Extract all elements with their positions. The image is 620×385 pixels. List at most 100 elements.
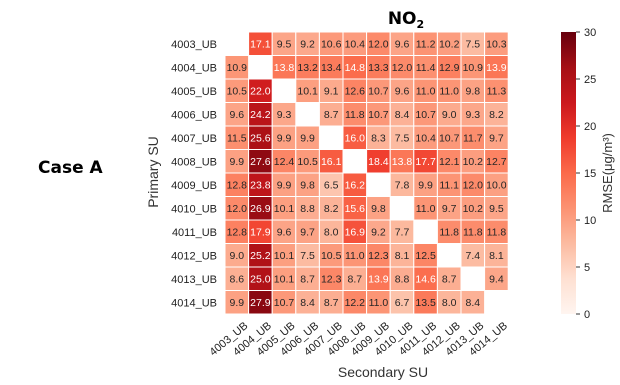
cell-value-label: 8.7 bbox=[442, 274, 457, 286]
cell-value-label: 9.8 bbox=[300, 180, 315, 192]
cell-value-label: 9.6 bbox=[229, 109, 244, 121]
cell-value-label: 8.4 bbox=[465, 297, 480, 309]
colorbar-tick-label: 20 bbox=[584, 121, 596, 133]
cell-value-label: 12.0 bbox=[227, 203, 248, 215]
case-label: Case A bbox=[38, 158, 103, 178]
cell-value-label: 6.7 bbox=[395, 297, 410, 309]
row-tick-label: 4013_UB bbox=[171, 274, 217, 286]
cell-value-label: 16.1 bbox=[321, 156, 342, 168]
cell-value-label: 10.0 bbox=[486, 180, 507, 192]
cell-value-label: 10.9 bbox=[463, 62, 484, 74]
cell-value-label: 10.3 bbox=[486, 39, 507, 51]
colorbar-ticks: 0 5 10 15 20 25 30 bbox=[576, 27, 596, 321]
cell-value-label: 8.6 bbox=[229, 274, 244, 286]
cell-value-label: 9.2 bbox=[300, 39, 315, 51]
cell-value-label: 11.8 bbox=[439, 227, 459, 239]
cell-value-label: 11.8 bbox=[487, 227, 507, 239]
cell-value-label: 9.1 bbox=[324, 86, 339, 98]
cell-value-label: 11.3 bbox=[487, 86, 507, 98]
cell-value-label: 9.5 bbox=[489, 203, 504, 215]
x-axis-label: Secondary SU bbox=[338, 364, 428, 380]
cell-value-label: 23.8 bbox=[250, 180, 271, 192]
cell-value-label: 9.9 bbox=[229, 297, 244, 309]
cell-value-label: 8.0 bbox=[442, 297, 457, 309]
cell-value-label: 12.6 bbox=[345, 86, 366, 98]
cell-value-label: 9.7 bbox=[300, 227, 315, 239]
cell-value-label: 9.9 bbox=[300, 133, 315, 145]
cell-value-label: 12.3 bbox=[321, 274, 342, 286]
cell-value-label: 11.0 bbox=[416, 86, 436, 98]
cell-value-label: 8.8 bbox=[395, 274, 410, 286]
cell-value-label: 13.8 bbox=[274, 62, 295, 74]
cell-value-label: 10.2 bbox=[463, 156, 484, 168]
cell-value-label: 8.7 bbox=[300, 274, 315, 286]
cell-value-label: 11.5 bbox=[227, 133, 247, 145]
cell-value-label: 12.8 bbox=[227, 180, 248, 192]
row-tick-label: 4008_UB bbox=[171, 156, 217, 168]
cell-value-label: 11.0 bbox=[369, 297, 389, 309]
cell-value-label: 18.4 bbox=[368, 156, 389, 168]
cell-value-label: 9.0 bbox=[229, 250, 244, 262]
cell-value-label: 11.1 bbox=[439, 180, 459, 192]
cell-value-label: 12.5 bbox=[415, 250, 436, 262]
column-tick-labels: 4003_UB4004_UB4005_UB4006_UB4007_UB4008_… bbox=[208, 320, 510, 359]
cell-value-label: 8.4 bbox=[395, 109, 410, 121]
cell-value-label: 10.7 bbox=[368, 86, 389, 98]
cell-value-label: 16.0 bbox=[345, 133, 366, 145]
cell-value-label: 12.2 bbox=[345, 297, 366, 309]
cell-value-label: 12.0 bbox=[392, 62, 413, 74]
cell-value-label: 10.1 bbox=[297, 86, 318, 98]
heatmap-cell bbox=[484, 266, 509, 291]
y-axis-label: Primary SU bbox=[145, 136, 161, 208]
cell-value-label: 10.7 bbox=[274, 297, 295, 309]
cell-value-label: 9.6 bbox=[395, 39, 410, 51]
cell-value-label: 16.9 bbox=[345, 227, 366, 239]
row-tick-label: 4010_UB bbox=[171, 203, 217, 215]
cell-value-label: 17.9 bbox=[250, 227, 271, 239]
cell-value-label: 10.5 bbox=[227, 86, 248, 98]
cell-value-label: 10.7 bbox=[439, 133, 460, 145]
cell-value-label: 7.4 bbox=[465, 250, 480, 262]
heatmap-cell bbox=[460, 290, 486, 315]
cell-value-label: 17.7 bbox=[415, 156, 436, 168]
row-tick-label: 4014_UB bbox=[171, 297, 217, 309]
heatmap-cells: 17.1 9.5 9.2 10.6 10.4 12.0 9.6 11.2 10.2 7.5 10.3… bbox=[224, 31, 509, 315]
cell-value-label: 10.7 bbox=[368, 109, 389, 121]
cell-value-label: 9.6 bbox=[277, 227, 292, 239]
cell-value-label: 16.2 bbox=[345, 180, 366, 192]
row-tick-label: 4007_UB bbox=[171, 133, 217, 145]
cell-value-label: 10.1 bbox=[274, 250, 295, 262]
cell-value-label: 8.0 bbox=[324, 227, 339, 239]
row-tick-label: 4006_UB bbox=[171, 109, 217, 121]
cell-value-label: 7.5 bbox=[300, 250, 315, 262]
row-tick-label: 4009_UB bbox=[171, 180, 217, 192]
cell-value-label: 7.8 bbox=[395, 180, 410, 192]
cell-value-label: 13.9 bbox=[368, 274, 389, 286]
cell-value-label: 13.8 bbox=[392, 156, 413, 168]
colorbar-tick-label: 0 bbox=[584, 309, 590, 321]
cell-value-label: 12.9 bbox=[439, 62, 460, 74]
cell-value-label: 9.0 bbox=[442, 109, 457, 121]
cell-value-label: 10.5 bbox=[297, 156, 318, 168]
cell-value-label: 8.2 bbox=[489, 109, 504, 121]
cell-value-label: 9.8 bbox=[371, 203, 386, 215]
chart-title-subscript: 2 bbox=[417, 18, 425, 31]
cell-value-label: 22.0 bbox=[250, 86, 271, 98]
cell-value-label: 9.6 bbox=[395, 86, 410, 98]
cell-value-label: 12.0 bbox=[463, 180, 484, 192]
cell-value-label: 7.5 bbox=[465, 39, 480, 51]
cell-value-label: 13.3 bbox=[368, 62, 389, 74]
cell-value-label: 11.2 bbox=[416, 39, 436, 51]
chart-title: NO2 bbox=[388, 9, 424, 31]
colorbar-label: RMSE(μg/m³) bbox=[600, 133, 615, 213]
cell-value-label: 8.2 bbox=[324, 203, 339, 215]
cell-value-label: 27.6 bbox=[250, 156, 271, 168]
cell-value-label: 9.7 bbox=[489, 133, 504, 145]
colorbar-tick-label: 25 bbox=[584, 74, 596, 86]
cell-value-label: 10.1 bbox=[274, 203, 295, 215]
cell-value-label: 10.6 bbox=[321, 39, 342, 51]
cell-value-label: 11.0 bbox=[439, 86, 459, 98]
cell-value-label: 25.0 bbox=[250, 274, 271, 286]
cell-value-label: 12.0 bbox=[368, 39, 389, 51]
